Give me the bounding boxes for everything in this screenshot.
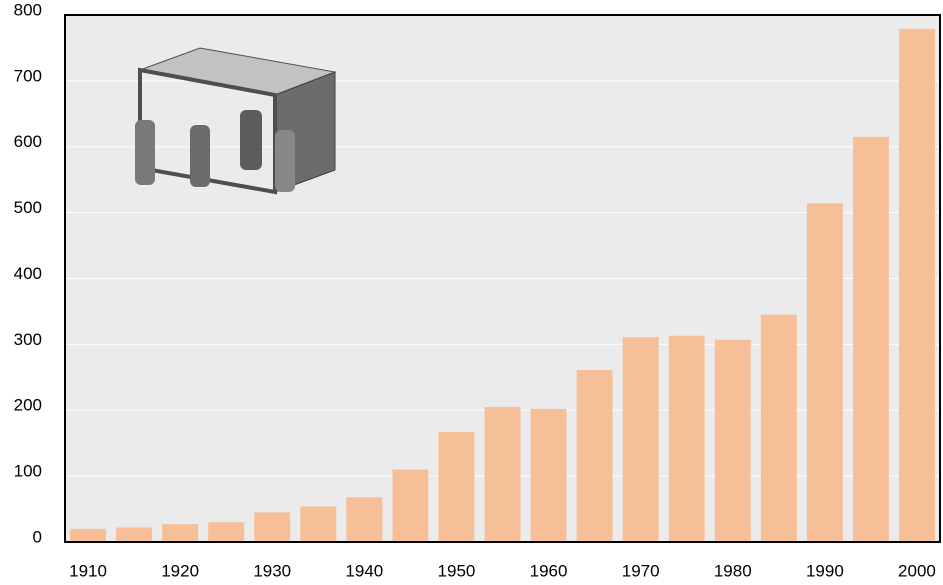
bar: [254, 512, 291, 542]
bar: [806, 203, 843, 542]
x-tick-label: 1980: [714, 561, 752, 580]
bar: [208, 522, 245, 542]
bar: [899, 28, 935, 543]
y-tick-label: 200: [14, 396, 42, 415]
bar: [300, 506, 337, 542]
crate-illustration: [135, 47, 337, 195]
bar: [668, 335, 705, 542]
bar: [484, 406, 521, 542]
x-tick-label: 1950: [438, 561, 476, 580]
y-tick-label: 500: [14, 198, 42, 217]
x-tick-label: 1930: [253, 561, 291, 580]
x-tick-label: 1990: [806, 561, 844, 580]
y-tick-label: 800: [14, 0, 42, 19]
bar: [162, 524, 199, 542]
bars: [70, 28, 935, 543]
x-tick-label: 1920: [161, 561, 199, 580]
x-tick-label: 1970: [622, 561, 660, 580]
y-tick-label: 0: [33, 527, 42, 546]
x-tick-label: 2000: [898, 561, 936, 580]
bar: [346, 497, 383, 542]
x-tick-label: 1940: [345, 561, 383, 580]
y-tick-label: 400: [14, 264, 42, 283]
bar: [714, 339, 751, 542]
bar: [852, 136, 889, 542]
x-tick-label: 1910: [69, 561, 107, 580]
bar: [622, 337, 659, 542]
y-tick-label: 600: [14, 132, 42, 151]
bar: [70, 528, 106, 542]
y-tick-label: 100: [14, 462, 42, 481]
bar: [530, 408, 567, 542]
x-tick-label: 1960: [530, 561, 568, 580]
bar: [438, 431, 475, 542]
plot-frame: [64, 14, 941, 543]
y-tick-label: 700: [14, 66, 42, 85]
bar: [576, 370, 613, 542]
bar: [116, 527, 153, 542]
y-tick-label: 300: [14, 330, 42, 349]
bar: [392, 469, 429, 542]
bar: [760, 314, 797, 542]
